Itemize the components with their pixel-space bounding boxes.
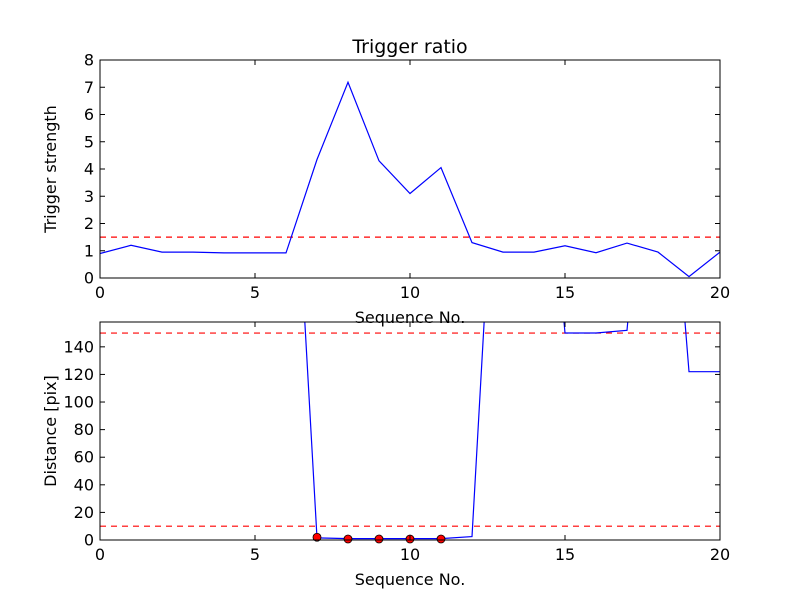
plot-frame [99,321,721,541]
y-tick-label: 100 [63,393,94,412]
y-axis-label: Distance [pix] [41,375,60,487]
y-tick-label: 140 [63,337,94,356]
y-tick-label: 0 [84,531,94,550]
data-point-2 [343,534,353,544]
chart-title: Trigger ratio [351,36,467,58]
y-tick-label: 0 [84,269,94,288]
y-tick-label: 4 [84,160,94,179]
data-point-3 [374,534,384,544]
y-tick-label: 3 [84,187,94,206]
x-tick-label: 5 [250,283,260,302]
x-axis-label: Sequence No. [355,570,466,589]
x-tick-label: 5 [250,545,260,564]
y-axis-label: Trigger strength [41,105,60,234]
x-tick-label: 0 [95,283,105,302]
y-tick-label: 60 [74,448,94,467]
y-tick-label: 7 [84,78,94,97]
y-tick-label: 1 [84,241,94,260]
x-tick-label: 20 [710,545,730,564]
chart-2: 0 5 10 15 20 0 20 40 60 80 100 120 140 Sequence No. Di… [41,321,730,589]
series-line-1 [304,322,720,540]
y-tick-label: 6 [84,105,94,124]
data-point-1 [312,532,322,542]
y-tick-label: 80 [74,420,94,439]
x-tick-label: 0 [95,545,105,564]
series-line-1 [100,80,720,278]
y-tick-label: 5 [84,132,94,151]
y-tick-label: 20 [74,503,94,522]
y-tick-label: 8 [84,51,94,70]
data-point-5 [436,534,446,544]
x-tick-label: 20 [710,283,730,302]
y-tick-label: 40 [74,475,94,494]
x-tick-label: 15 [555,283,575,302]
plot-frame [99,59,721,279]
x-tick-label: 15 [555,545,575,564]
x-tick-label: 10 [400,283,420,302]
y-tick-label: 120 [63,365,94,384]
x-tick-label: 10 [400,545,420,564]
y-tick-label: 2 [84,214,94,233]
